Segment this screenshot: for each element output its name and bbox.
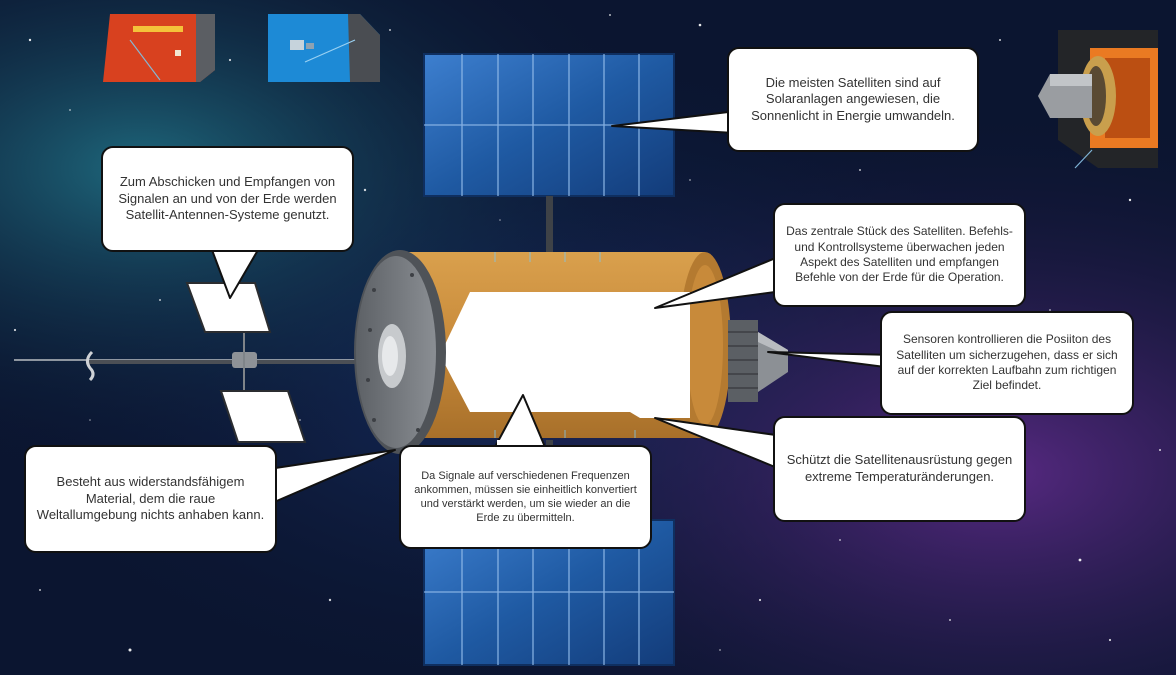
thumbnail-thruster <box>1038 30 1158 169</box>
callout-command-bus-text: Das zentrale Stück des Satelliten. Befeh… <box>786 224 1013 285</box>
callout-sensors-text: Sensoren kontrollieren die Posiiton des … <box>896 332 1118 393</box>
antenna-dish-lower <box>219 390 307 443</box>
satellite-endcap <box>354 250 446 454</box>
stars <box>13 14 1161 661</box>
callout-structure-material: Besteht aus widerstandsfähigem Material,… <box>24 445 277 553</box>
callout-command-bus: Das zentrale Stück des Satelliten. Befeh… <box>773 203 1026 307</box>
callout-structure-material-text: Besteht aus widerstandsfähigem Material,… <box>36 474 265 523</box>
satellite-sensor <box>728 320 788 402</box>
callout-antenna: Zum Abschicken und Empfangen von Signale… <box>101 146 354 252</box>
callout-antenna-text: Zum Abschicken und Empfangen von Signale… <box>118 174 337 223</box>
callout-transponder: Da Signale auf verschiedenen Frequenzen … <box>399 445 652 549</box>
thumbnail-thermal-module <box>103 14 215 82</box>
thumbnail-electronics-module <box>268 14 380 82</box>
callout-solar-panels-text: Die meisten Satelliten sind auf Solaranl… <box>751 74 955 123</box>
callout-thermal-protection-text: Schützt die Satellitenausrüstung gegen e… <box>786 452 1013 484</box>
callout-transponder-text: Da Signale auf verschiedenen Frequenzen … <box>414 469 637 525</box>
callout-pointers <box>211 109 894 504</box>
callout-sensors: Sensoren kontrollieren die Posiiton des … <box>880 311 1134 415</box>
callout-solar-panels: Die meisten Satelliten sind auf Solaranl… <box>727 47 979 152</box>
callout-thermal-protection: Schützt die Satellitenausrüstung gegen e… <box>773 416 1026 522</box>
satellite-body <box>400 252 731 438</box>
